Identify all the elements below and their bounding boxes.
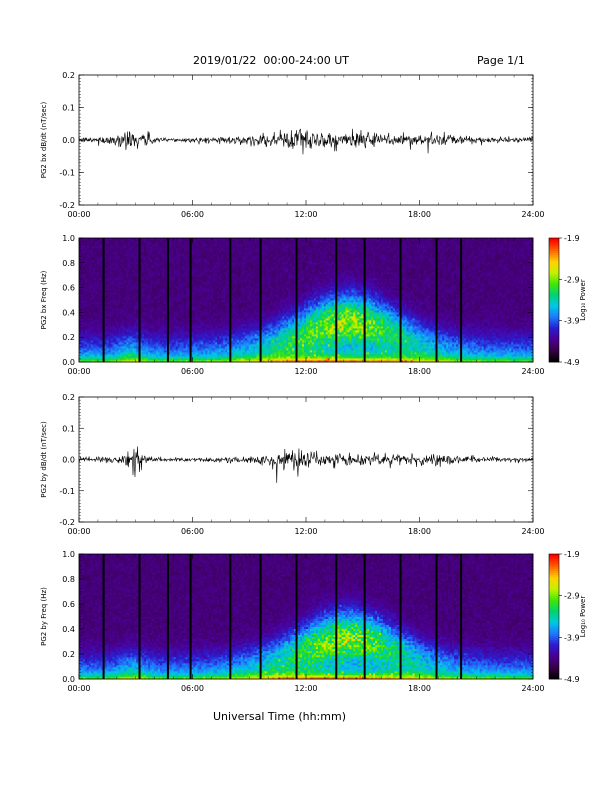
y-axis-label: PG2 bx dB/dt (nT/sec) (40, 101, 48, 178)
y-tick-label: 0.0 (62, 136, 75, 145)
x-tick-label: 06:00 (181, 210, 204, 219)
x-tick-label: 24:00 (521, 210, 544, 219)
y-tick-label: -0.2 (59, 201, 75, 210)
panel-1: -0.2 -0.1 0.0 0.1 0.2 00:00 06:00 12:00 18:00 24:… (40, 71, 545, 219)
y-tick-label: 0.1 (62, 104, 75, 113)
x-tick-label: 00:00 (67, 210, 90, 219)
x-tick-label: 12:00 (294, 210, 317, 219)
y-tick-label: -0.1 (59, 169, 75, 178)
x-tick-label: 18:00 (408, 210, 431, 219)
y-tick-label: 0.2 (62, 71, 75, 80)
